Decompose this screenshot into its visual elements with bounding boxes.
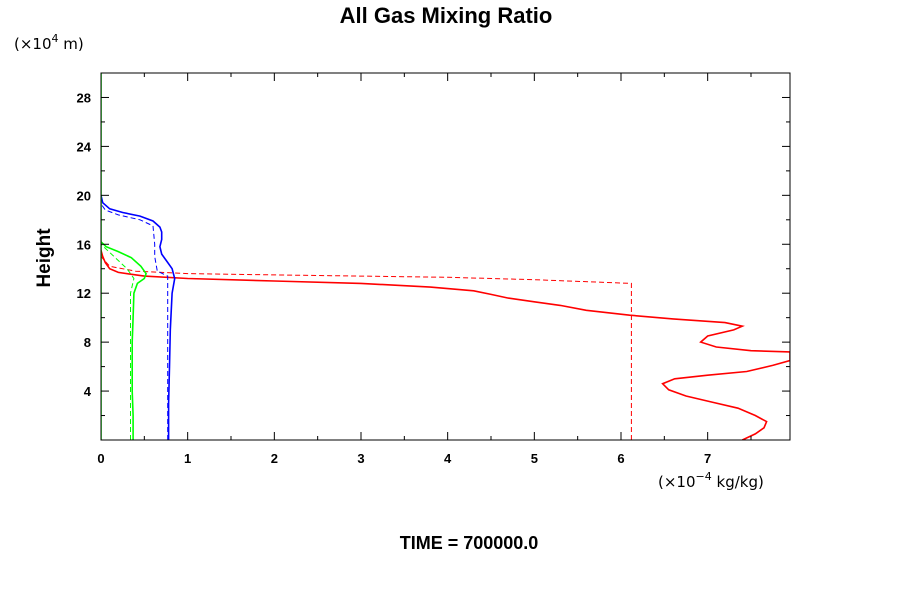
x-tick-label: 0 — [97, 451, 104, 466]
time-footer: TIME = 700000.0 — [400, 533, 539, 553]
y-tick-label: 28 — [77, 90, 91, 105]
plot-frame — [100, 72, 791, 441]
series-group — [101, 73, 790, 440]
series-line-5 — [101, 241, 147, 440]
y-tick-label: 8 — [84, 335, 91, 350]
y-tick-label: 24 — [77, 139, 92, 154]
x-tick-label: 1 — [184, 451, 191, 466]
series-line-2 — [101, 195, 176, 440]
series-line-1 — [101, 256, 632, 440]
x-tick-label: 2 — [271, 451, 278, 466]
chart-title: All Gas Mixing Ratio — [340, 3, 553, 28]
x-tick-label: 4 — [444, 451, 452, 466]
y-tick-label: 16 — [77, 237, 91, 252]
x-tick-label: 3 — [357, 451, 364, 466]
y-unit-label: (×104 m) — [14, 32, 84, 53]
y-tick-label: 12 — [77, 286, 91, 301]
series-line-6 — [101, 243, 135, 440]
y-tick-label: 4 — [84, 384, 92, 399]
series-line-3 — [101, 203, 169, 440]
x-tick-label: 7 — [704, 451, 711, 466]
series-line-0 — [101, 250, 790, 440]
y-axis-label: Height — [34, 228, 55, 288]
x-tick-label: 6 — [617, 451, 624, 466]
x-unit-label: (×10−4 kg/kg) — [658, 470, 764, 491]
x-tick-label: 5 — [531, 451, 538, 466]
y-tick-label: 20 — [77, 188, 91, 203]
series-layer — [101, 73, 790, 440]
